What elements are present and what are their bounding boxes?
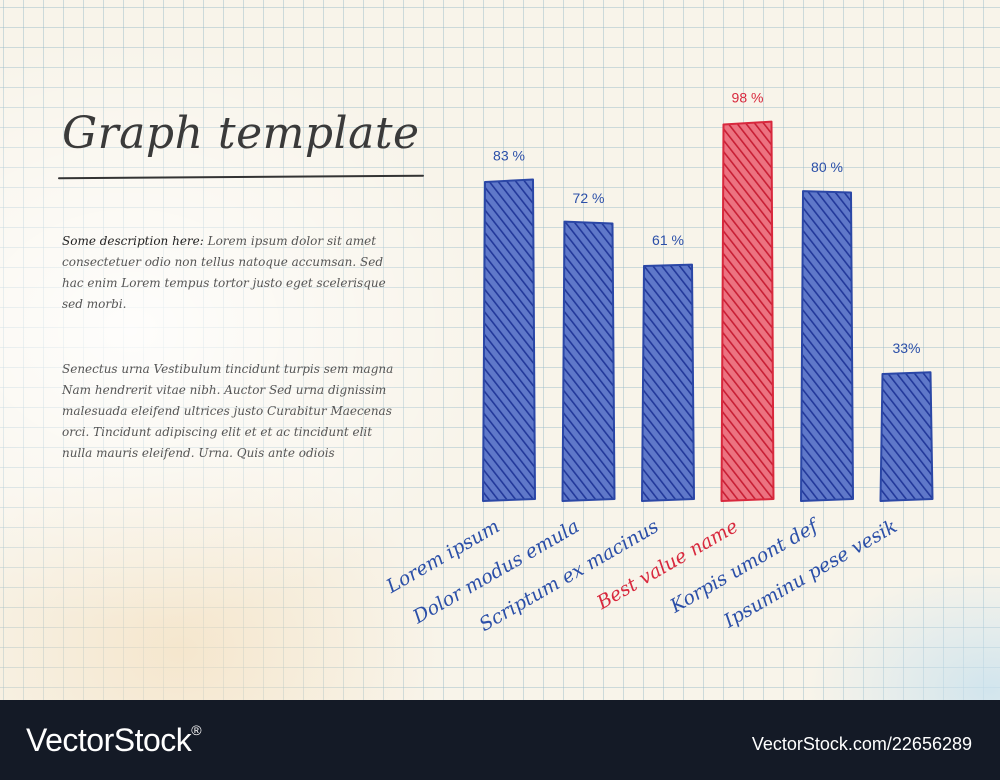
bar-value-label: 83 %	[493, 147, 525, 163]
vectorstock-logo: VectorStock®	[26, 722, 202, 759]
brand-mark: ®	[191, 722, 202, 738]
bar	[482, 178, 536, 502]
description-lead: Some description here:	[62, 234, 204, 248]
bar-highlight	[720, 120, 775, 502]
bar-value-label: 61 %	[652, 232, 684, 248]
description-paragraph-2: Senectus urna Vestibulum tincidunt turpi…	[62, 362, 394, 460]
bar	[879, 371, 934, 502]
bar-value-label: 33%	[892, 340, 920, 356]
bar-value-label: 80 %	[811, 159, 843, 175]
description-text-1: Lorem ipsum dolor sit amet consectetuer …	[62, 234, 386, 311]
bar	[561, 220, 616, 502]
brand-name: VectorStock	[26, 722, 192, 758]
bar	[800, 190, 854, 502]
bar-value-label: 72 %	[573, 190, 605, 206]
description-paragraph-1: Some description here: Lorem ipsum dolor…	[62, 231, 402, 315]
bar	[641, 263, 695, 502]
bar-value-label: 98 %	[732, 90, 764, 106]
page-title: Graph template	[62, 108, 420, 159]
watermark-footer: VectorStock® VectorStock.com/22656289	[0, 700, 1000, 780]
brand-domain: VectorStock.com/22656289	[751, 734, 972, 754]
